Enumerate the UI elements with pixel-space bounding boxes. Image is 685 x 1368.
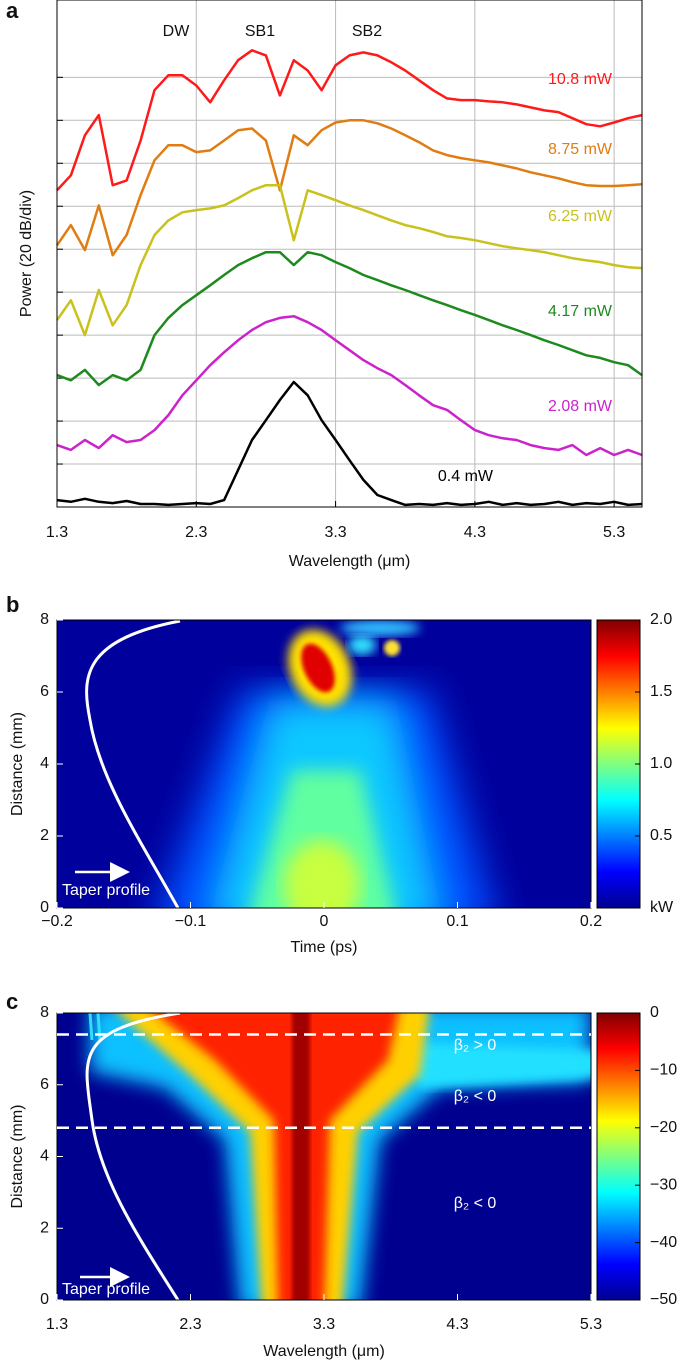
y-tick-label: 8 xyxy=(40,1004,49,1021)
colorbar-tick-label: −40 xyxy=(650,1234,677,1251)
series-label: 2.08 mW xyxy=(548,398,613,415)
y-axis-title: Distance (mm) xyxy=(9,1104,26,1208)
series-label: 8.75 mW xyxy=(548,141,613,158)
y-tick-label: 4 xyxy=(40,1148,49,1165)
x-axis-title: Wavelength (μm) xyxy=(263,1343,385,1360)
series-label: 6.25 mW xyxy=(548,208,613,225)
spectrum-line xyxy=(56,49,643,192)
annotation: DW xyxy=(163,23,191,40)
y-tick-label: 6 xyxy=(40,1076,49,1093)
colorbar-tick-label: 2.0 xyxy=(650,611,672,628)
colorbar-tick-label: 0.5 xyxy=(650,827,672,844)
x-tick-label: 3.3 xyxy=(313,1316,335,1333)
y-tick-label: 6 xyxy=(40,683,49,700)
spectrum-line xyxy=(56,314,643,457)
annotation: β₂ > 0 xyxy=(454,1037,497,1054)
annotation: β₂ < 0 xyxy=(454,1088,497,1105)
x-axis-title: Wavelength (μm) xyxy=(289,553,411,570)
x-tick-label: 5.3 xyxy=(603,524,625,541)
x-tick-label: 0.1 xyxy=(446,913,468,930)
x-tick-label: 1.3 xyxy=(46,524,68,541)
colorbar-tick-label: −50 xyxy=(650,1291,677,1308)
heatmap-image xyxy=(57,620,591,908)
x-tick-label: 5.3 xyxy=(580,1316,602,1333)
x-tick-label: 0.2 xyxy=(580,913,602,930)
spectrum-line xyxy=(55,119,643,257)
colorbar-tick-label: −30 xyxy=(650,1176,677,1193)
colorbar-tick-label: −10 xyxy=(650,1062,677,1079)
x-tick-label: 2.3 xyxy=(185,524,207,541)
series-label: 0.4 mW xyxy=(438,468,494,485)
y-tick-label: 0 xyxy=(40,899,49,916)
y-axis-title: Distance (mm) xyxy=(9,712,26,816)
colorbar-tick-label: 0 xyxy=(650,1004,659,1021)
series-label: 4.17 mW xyxy=(548,303,613,320)
annotation: SB1 xyxy=(245,23,275,40)
y-tick-label: 8 xyxy=(40,611,49,628)
plot-frame xyxy=(56,0,643,508)
y-tick-label: 4 xyxy=(40,755,49,772)
heatmap-image xyxy=(57,1013,591,1300)
x-tick-label: −0.2 xyxy=(41,913,73,930)
x-tick-label: 1.3 xyxy=(46,1316,68,1333)
x-tick-label: 0 xyxy=(320,913,329,930)
spectrum-line xyxy=(55,183,643,337)
x-axis-title: Time (ps) xyxy=(291,939,358,956)
colorbar xyxy=(596,1012,641,1301)
series-label: 10.8 mW xyxy=(548,71,613,88)
colorbar xyxy=(596,619,641,909)
y-tick-label: 2 xyxy=(40,1219,49,1236)
y-tick-label: 0 xyxy=(40,1291,49,1308)
colorbar-tick-label: 1.5 xyxy=(650,683,672,700)
spectrum-line xyxy=(56,250,643,387)
x-tick-label: 3.3 xyxy=(324,524,346,541)
panel-letter: a xyxy=(6,0,19,23)
annotation: SB2 xyxy=(352,23,382,40)
annotation: Taper profile xyxy=(62,882,150,899)
colorbar-unit: kW xyxy=(650,899,674,916)
panel-letter: c xyxy=(6,989,18,1014)
x-tick-label: 2.3 xyxy=(179,1316,201,1333)
y-axis-title: Power (20 dB/div) xyxy=(18,190,35,317)
spectrum-line xyxy=(56,380,643,507)
y-tick-label: 2 xyxy=(40,827,49,844)
annotation: Taper profile xyxy=(62,1281,150,1298)
colorbar-tick-label: 1.0 xyxy=(650,755,672,772)
colorbar-tick-label: −20 xyxy=(650,1119,677,1136)
annotation: β₂ < 0 xyxy=(454,1195,497,1212)
panel-letter: b xyxy=(6,592,19,617)
x-tick-label: 4.3 xyxy=(446,1316,468,1333)
x-tick-label: 4.3 xyxy=(464,524,486,541)
x-tick-label: −0.1 xyxy=(175,913,207,930)
